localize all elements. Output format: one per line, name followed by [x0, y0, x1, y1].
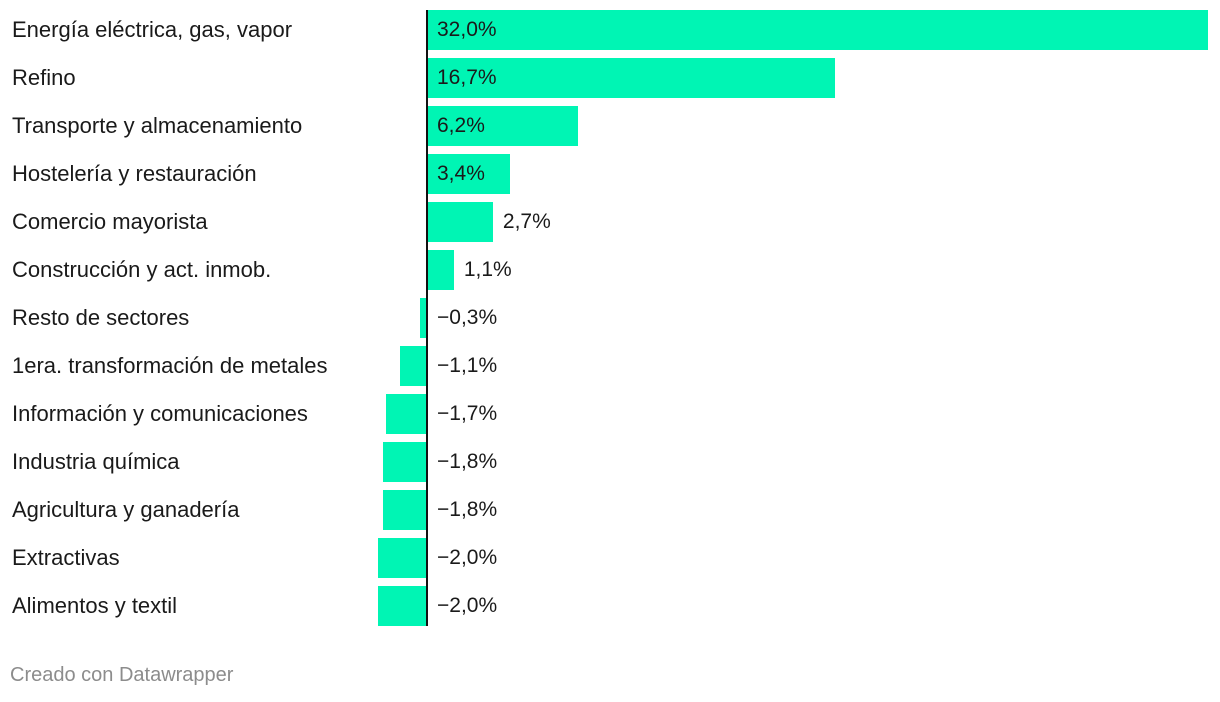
bar	[383, 442, 427, 482]
category-label: Extractivas	[12, 545, 120, 570]
category-label: Transporte y almacenamiento	[12, 113, 303, 138]
value-label: −1,7%	[437, 402, 498, 425]
value-label: −1,1%	[437, 354, 498, 377]
bar-row: Alimentos y textil −2,0%	[0, 586, 1220, 634]
value-label: 1,1%	[463, 258, 512, 281]
category-label: Resto de sectores	[12, 305, 190, 330]
category-label: Información y comunicaciones	[12, 401, 308, 426]
category-label: 1era. transformación de metales	[12, 353, 328, 378]
bar	[427, 10, 1208, 50]
category-label: Alimentos y textil	[12, 593, 178, 618]
value-label: 2,7%	[502, 210, 551, 233]
bar-row: 1era. transformación de metales −1,1%	[0, 346, 1220, 394]
bar-row: Hostelería y restauración 3,4%	[0, 154, 1220, 202]
value-label: 32,0%	[437, 18, 497, 41]
value-label: 3,4%	[437, 162, 485, 185]
value-label: −2,0%	[437, 546, 498, 569]
bar-row: Agricultura y ganadería −1,8%	[0, 490, 1220, 538]
bar-row: Comercio mayorista 2,7%	[0, 202, 1220, 250]
bar-row: Transporte y almacenamiento 6,2%	[0, 106, 1220, 154]
bar-row: Energía eléctrica, gas, vapor 32,0%	[0, 10, 1220, 58]
bar	[427, 154, 510, 194]
bar	[427, 106, 579, 146]
zero-axis-line	[426, 10, 428, 626]
bar	[400, 346, 427, 386]
datawrapper-credit: Creado con Datawrapper	[10, 664, 234, 686]
value-label: −1,8%	[437, 498, 498, 521]
value-label: 16,7%	[437, 66, 497, 89]
bar-chart: Energía eléctrica, gas, vapor 32,0% Refino…	[0, 10, 1220, 634]
category-label: Refino	[12, 65, 76, 90]
category-label: Hostelería y restauración	[12, 161, 257, 186]
bar	[378, 538, 427, 578]
bar-row: Información y comunicaciones −1,7%	[0, 394, 1220, 442]
bar	[383, 490, 427, 530]
bar	[427, 202, 493, 242]
bar-row: Refino 16,7%	[0, 58, 1220, 106]
category-label: Comercio mayorista	[12, 209, 208, 234]
bar-row: Construcción y act. inmob. 1,1%	[0, 250, 1220, 298]
value-label: −1,8%	[437, 450, 498, 473]
bar	[378, 586, 427, 626]
bar	[427, 58, 835, 98]
category-label: Energía eléctrica, gas, vapor	[12, 17, 293, 42]
bar	[427, 250, 454, 290]
bar-row: Resto de sectores −0,3%	[0, 298, 1220, 346]
value-label: −2,0%	[437, 594, 498, 617]
bar-row: Industria química −1,8%	[0, 442, 1220, 490]
value-label: −0,3%	[437, 306, 498, 329]
bar-row: Extractivas −2,0%	[0, 538, 1220, 586]
bar	[419, 298, 427, 338]
value-label: 6,2%	[437, 114, 485, 137]
category-label: Agricultura y ganadería	[12, 497, 240, 522]
category-label: Construcción y act. inmob.	[12, 257, 272, 282]
bar	[385, 394, 427, 434]
category-label: Industria química	[12, 449, 180, 474]
